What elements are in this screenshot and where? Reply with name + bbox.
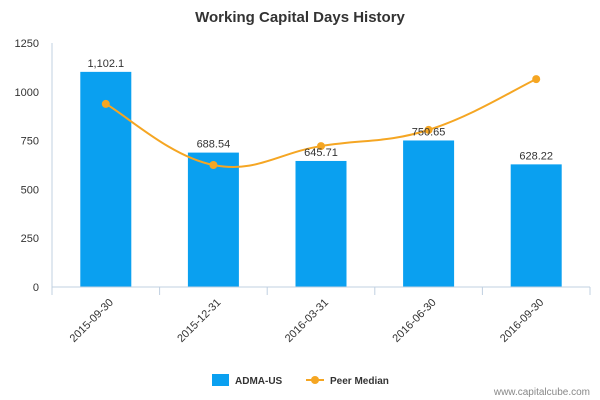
bar-data-label: 688.54 — [197, 139, 231, 151]
peer-median-point-2016-03-31 — [317, 142, 325, 151]
chart-title: Working Capital Days History — [195, 9, 405, 26]
peer-median-series — [101, 75, 541, 169]
legend-label-bar: ADMA-US — [235, 376, 283, 387]
legend: ADMA-US Peer Median — [212, 374, 389, 387]
bar-data-label: 645.71 — [304, 147, 338, 159]
x-tick-label: 2016-09-30 — [498, 297, 546, 345]
x-tick-label: 2015-12-31 — [175, 297, 223, 345]
bar-data-label: 750.65 — [412, 126, 446, 138]
bar-2015-12-31 — [187, 152, 239, 287]
y-tick-label: 0 — [33, 282, 39, 294]
bar-2016-09-30 — [510, 164, 562, 287]
y-tick-label: 750 — [21, 136, 39, 148]
bar-2016-06-30 — [403, 140, 455, 287]
bar-2016-03-31 — [295, 160, 347, 287]
bar-data-label: 1,102.1 — [87, 58, 124, 70]
bar-series — [80, 71, 562, 287]
bar-data-label: 628.22 — [519, 150, 553, 162]
x-tick-label: 2016-06-30 — [390, 297, 438, 345]
x-tick-label: 2016-03-31 — [283, 297, 331, 345]
legend-swatch-bar — [212, 374, 229, 386]
y-tick-label: 1000 — [15, 87, 39, 99]
data-labels: 1,102.1 688.54 645.71 750.65 628.22 — [87, 58, 553, 163]
peer-median-point-2016-09-30 — [532, 75, 541, 84]
legend-label-line: Peer Median — [330, 376, 389, 387]
y-tick-label: 500 — [21, 184, 39, 196]
peer-median-point-2015-12-31 — [209, 161, 218, 169]
peer-median-point-2016-06-30 — [424, 125, 433, 134]
legend-swatch-marker — [311, 376, 319, 384]
y-tick-label: 1250 — [15, 38, 39, 50]
credit-text: www.capitalcube.com — [493, 387, 590, 398]
y-tick-label: 250 — [21, 233, 39, 245]
peer-median-point-2015-09-30 — [101, 99, 110, 108]
x-tick-label: 2015-09-30 — [68, 297, 116, 345]
